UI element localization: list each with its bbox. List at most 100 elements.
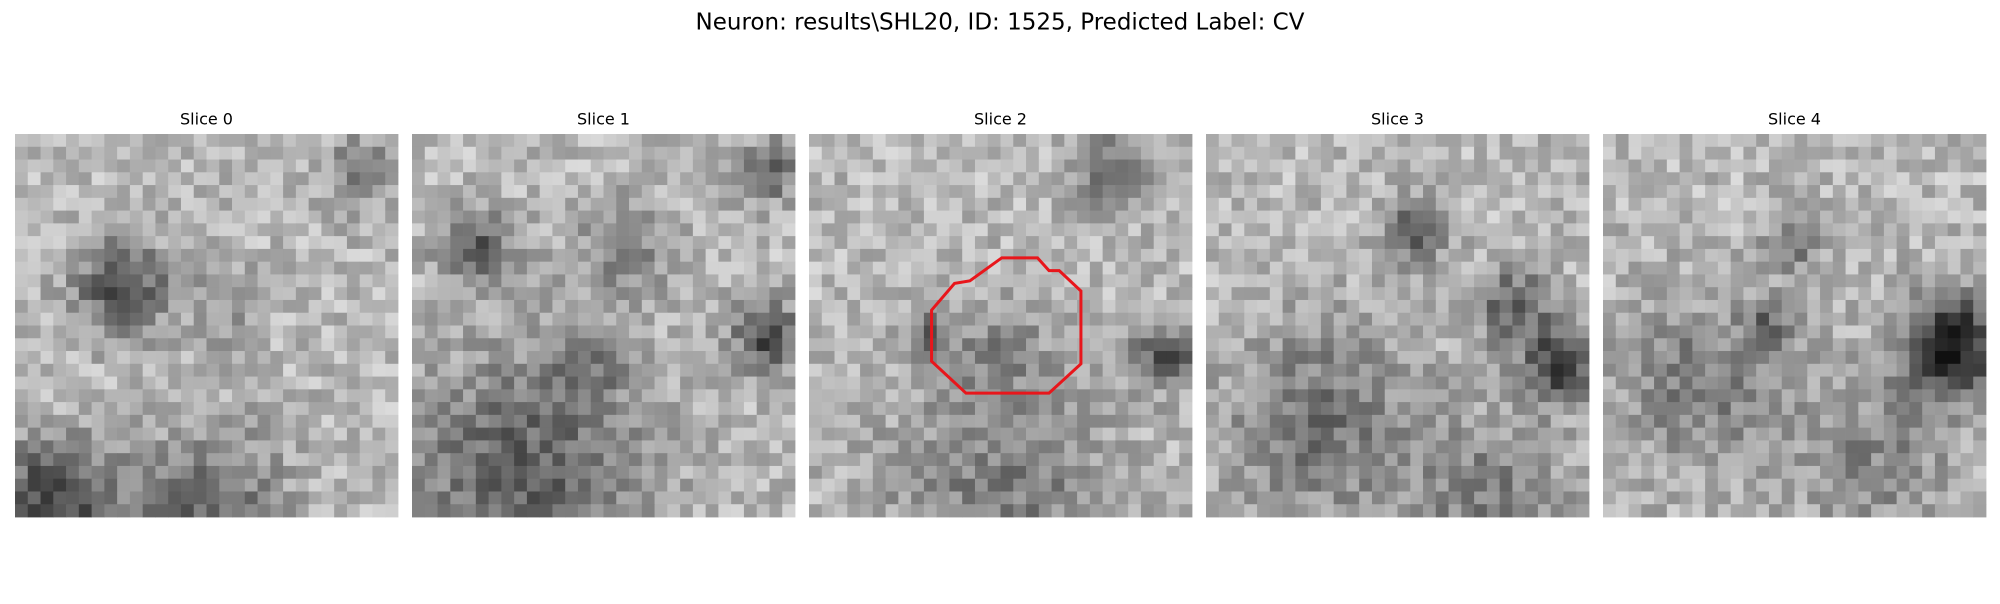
pixel <box>1896 478 1910 492</box>
pixel <box>1371 299 1386 314</box>
pixel <box>577 414 592 429</box>
pixel <box>15 236 29 250</box>
pixel <box>1115 440 1129 454</box>
pixel <box>437 223 451 237</box>
pixel <box>53 134 67 148</box>
pixel <box>1486 146 1501 160</box>
pixel <box>257 376 271 390</box>
pixel <box>270 197 284 211</box>
pixel <box>1128 427 1142 441</box>
pixel <box>526 146 541 160</box>
pixel <box>1832 248 1846 263</box>
pixel <box>66 274 80 288</box>
pixel <box>1257 312 1271 326</box>
pixel <box>1077 325 1091 339</box>
pixel <box>641 440 655 454</box>
pixel <box>1537 197 1552 211</box>
pixel <box>1140 402 1155 416</box>
pixel <box>987 363 1001 377</box>
pixel <box>616 351 630 365</box>
pixel <box>475 453 489 467</box>
pixel <box>1000 376 1014 390</box>
pixel <box>1743 236 1757 250</box>
pixel <box>334 376 348 390</box>
pixel <box>283 223 297 237</box>
pixel <box>629 465 643 480</box>
pixel <box>193 197 207 211</box>
pixel <box>129 338 144 352</box>
pixel <box>911 261 925 275</box>
pixel <box>1679 325 1693 339</box>
pixel <box>1474 351 1488 365</box>
pixel <box>1973 440 1987 454</box>
pixel <box>1807 134 1821 148</box>
pixel <box>244 402 258 416</box>
pixel <box>372 427 386 441</box>
pixel <box>565 134 579 148</box>
pixel <box>1140 172 1155 186</box>
pixel <box>1333 172 1347 186</box>
pixel <box>756 402 770 416</box>
pixel <box>885 223 899 237</box>
pixel <box>1397 299 1411 314</box>
pixel <box>1537 146 1552 160</box>
pixel <box>129 146 144 160</box>
pixel <box>1820 236 1834 250</box>
pixel <box>809 427 823 441</box>
pixel <box>616 478 630 492</box>
pixel <box>1397 172 1411 186</box>
pixel <box>1013 223 1027 237</box>
pixel <box>898 197 912 211</box>
pixel <box>680 248 694 263</box>
pixel <box>1973 491 1987 505</box>
pixel <box>321 312 335 326</box>
pixel <box>1883 504 1898 518</box>
pixel <box>1140 414 1155 429</box>
pixel <box>1563 210 1577 224</box>
pixel <box>1384 465 1398 480</box>
pixel <box>1474 427 1488 441</box>
pixel <box>834 478 848 492</box>
pixel <box>1781 414 1795 429</box>
pixel <box>232 363 246 377</box>
pixel <box>1038 172 1052 186</box>
pixel <box>552 338 566 352</box>
pixel <box>1934 159 1949 173</box>
pixel <box>1781 299 1795 314</box>
pixel <box>1666 185 1680 199</box>
pixel <box>53 274 67 288</box>
pixel <box>1550 427 1564 441</box>
pixel <box>1320 338 1335 352</box>
pixel <box>270 185 284 199</box>
pixel <box>1269 363 1283 377</box>
pixel <box>295 491 310 505</box>
pixel <box>308 504 322 518</box>
pixel <box>898 261 912 275</box>
pixel <box>1359 197 1373 211</box>
pixel <box>1179 478 1193 492</box>
pixel <box>577 248 592 263</box>
pixel <box>898 325 912 339</box>
pixel <box>321 134 335 148</box>
pixel <box>168 363 182 377</box>
pixel <box>1883 478 1898 492</box>
pixel <box>514 261 528 275</box>
pixel <box>321 351 335 365</box>
pixel <box>1832 299 1846 314</box>
pixel <box>27 504 41 518</box>
pixel <box>1705 453 1719 467</box>
pixel <box>1705 427 1719 441</box>
pixel <box>283 338 297 352</box>
pixel <box>1026 197 1040 211</box>
pixel <box>680 185 694 199</box>
pixel <box>718 159 732 173</box>
pixel <box>1973 504 1987 518</box>
pixel <box>1576 376 1590 390</box>
pixel <box>769 465 783 480</box>
pixel <box>463 236 477 250</box>
pixel <box>283 427 297 441</box>
pixel <box>1807 159 1821 173</box>
pixel <box>1641 287 1655 301</box>
pixel <box>1384 402 1398 416</box>
pixel <box>680 261 694 275</box>
